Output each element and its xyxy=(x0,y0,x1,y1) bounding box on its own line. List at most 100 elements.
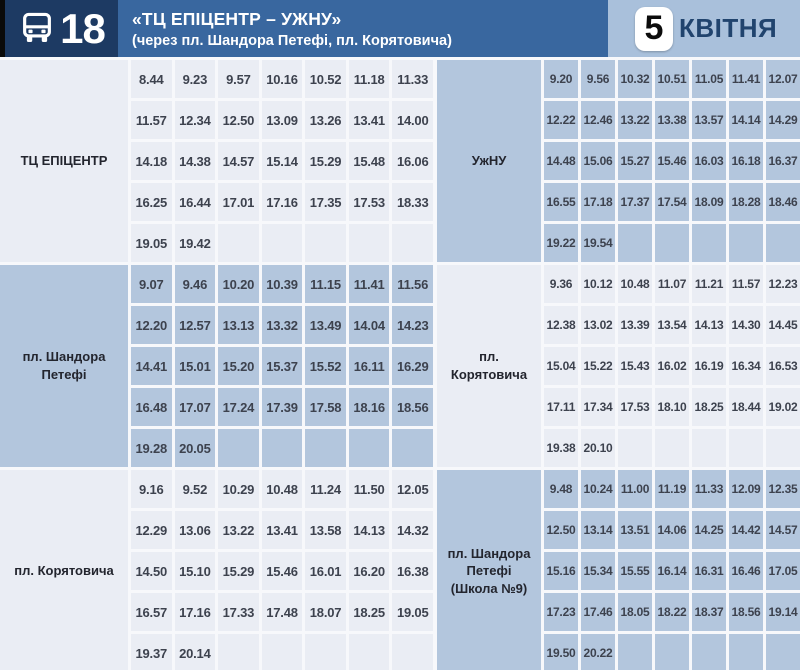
time-cell: 13.41 xyxy=(261,511,303,549)
time-cell: 18.05 xyxy=(618,593,652,631)
time-cell: 16.06 xyxy=(392,142,433,180)
time-cell: 13.41 xyxy=(348,101,390,139)
time-cell: 12.34 xyxy=(174,101,216,139)
timetable-right-half: УжНУ 9.20 9.56 10.32 10.51 11.05 11.41 12.07 12.… xyxy=(437,60,800,670)
time-cell: 15.29 xyxy=(305,142,346,180)
time-cell: 12.07 xyxy=(766,60,800,98)
time-cell: 15.34 xyxy=(581,552,615,590)
time-cell: 13.02 xyxy=(581,306,615,344)
time-cell: 13.32 xyxy=(261,306,303,344)
time-cell: 17.23 xyxy=(544,593,578,631)
empty-cell xyxy=(218,224,259,262)
time-cell: 15.55 xyxy=(618,552,652,590)
time-cell: 11.33 xyxy=(692,470,726,508)
stop-label: пл. Корятовича xyxy=(437,265,541,467)
empty-cell xyxy=(392,634,433,670)
time-cell: 20.10 xyxy=(581,429,615,467)
empty-cell xyxy=(305,429,346,467)
time-cell: 16.19 xyxy=(692,347,726,385)
time-cell: 16.20 xyxy=(348,552,390,590)
time-cell: 10.29 xyxy=(218,470,259,508)
stop-label: пл. Корятовича xyxy=(0,470,128,670)
time-cell: 11.07 xyxy=(655,265,689,303)
time-cell: 17.54 xyxy=(655,183,689,221)
time-cell: 9.07 xyxy=(131,265,172,303)
time-cell: 14.00 xyxy=(392,101,433,139)
time-cell: 18.37 xyxy=(692,593,726,631)
time-cell: 16.53 xyxy=(766,347,800,385)
time-cell: 15.01 xyxy=(174,347,216,385)
time-cell: 10.48 xyxy=(261,470,303,508)
time-cell: 11.18 xyxy=(348,60,390,98)
time-cell: 13.39 xyxy=(618,306,652,344)
section-pl-shandora-petefi-school9: пл. Шандора Петефі (Школа №9) 9.48 10.24 11… xyxy=(437,470,800,670)
empty-cell xyxy=(218,429,259,467)
empty-cell xyxy=(392,224,433,262)
time-cell: 17.37 xyxy=(618,183,652,221)
time-cell: 18.07 xyxy=(305,593,346,631)
time-cell: 10.20 xyxy=(218,265,259,303)
time-cell: 15.37 xyxy=(261,347,303,385)
empty-cell xyxy=(692,634,726,670)
time-cell: 17.05 xyxy=(766,552,800,590)
time-cell: 14.06 xyxy=(655,511,689,549)
time-cell: 17.34 xyxy=(581,388,615,426)
time-cell: 16.01 xyxy=(305,552,346,590)
route-badge: 18 xyxy=(0,0,118,57)
time-cell: 12.57 xyxy=(174,306,216,344)
time-cell: 15.14 xyxy=(261,142,303,180)
time-cell: 9.36 xyxy=(544,265,578,303)
time-cell: 14.32 xyxy=(392,511,433,549)
time-cell: 16.34 xyxy=(729,347,763,385)
time-cell: 18.10 xyxy=(655,388,689,426)
time-cell: 14.48 xyxy=(544,142,578,180)
time-cell: 14.04 xyxy=(348,306,390,344)
time-cell: 11.50 xyxy=(348,470,390,508)
empty-cell xyxy=(348,224,390,262)
time-cell: 12.50 xyxy=(544,511,578,549)
time-cell: 18.09 xyxy=(692,183,726,221)
bus-icon xyxy=(23,12,52,42)
time-cell: 12.05 xyxy=(392,470,433,508)
time-cell: 17.16 xyxy=(174,593,216,631)
empty-cell xyxy=(729,224,763,262)
time-cell: 15.20 xyxy=(218,347,259,385)
time-cell: 13.51 xyxy=(618,511,652,549)
route-title-block: «ТЦ ЕПІЦЕНТР – УЖНУ» (через пл. Шандора … xyxy=(118,0,608,57)
empty-cell xyxy=(655,429,689,467)
time-cell: 12.20 xyxy=(131,306,172,344)
time-cell: 16.31 xyxy=(692,552,726,590)
empty-cell xyxy=(261,429,303,467)
date-day-box: 5 xyxy=(635,6,673,51)
time-cell: 14.30 xyxy=(729,306,763,344)
stop-label: пл. Шандора Петефі xyxy=(0,265,128,467)
time-cell: 12.35 xyxy=(766,470,800,508)
time-cell: 12.38 xyxy=(544,306,578,344)
empty-cell xyxy=(729,634,763,670)
time-cell: 13.26 xyxy=(305,101,346,139)
time-cell: 11.00 xyxy=(618,470,652,508)
time-cell: 17.58 xyxy=(305,388,346,426)
empty-cell xyxy=(729,429,763,467)
empty-cell xyxy=(766,429,800,467)
empty-cell xyxy=(692,429,726,467)
time-cell: 11.21 xyxy=(692,265,726,303)
section-tc-epicentr: ТЦ ЕПІЦЕНТР 8.44 9.23 9.57 10.16 10.52 11.18 11… xyxy=(0,60,433,262)
empty-cell xyxy=(348,634,390,670)
time-cell: 19.14 xyxy=(766,593,800,631)
time-cell: 19.50 xyxy=(544,634,578,670)
time-cell: 12.22 xyxy=(544,101,578,139)
time-cell: 9.48 xyxy=(544,470,578,508)
time-cell: 14.18 xyxy=(131,142,172,180)
time-cell: 14.38 xyxy=(174,142,216,180)
section-pl-koriatovycha-return: пл. Корятовича 9.36 10.12 10.48 11.07 11.21 11… xyxy=(437,265,800,467)
time-cell: 13.22 xyxy=(218,511,259,549)
stop-label: УжНУ xyxy=(437,60,541,262)
time-cell: 15.46 xyxy=(655,142,689,180)
time-cell: 10.24 xyxy=(581,470,615,508)
time-cell: 15.06 xyxy=(581,142,615,180)
time-cell: 14.13 xyxy=(348,511,390,549)
time-cell: 11.41 xyxy=(729,60,763,98)
time-cell: 17.18 xyxy=(581,183,615,221)
